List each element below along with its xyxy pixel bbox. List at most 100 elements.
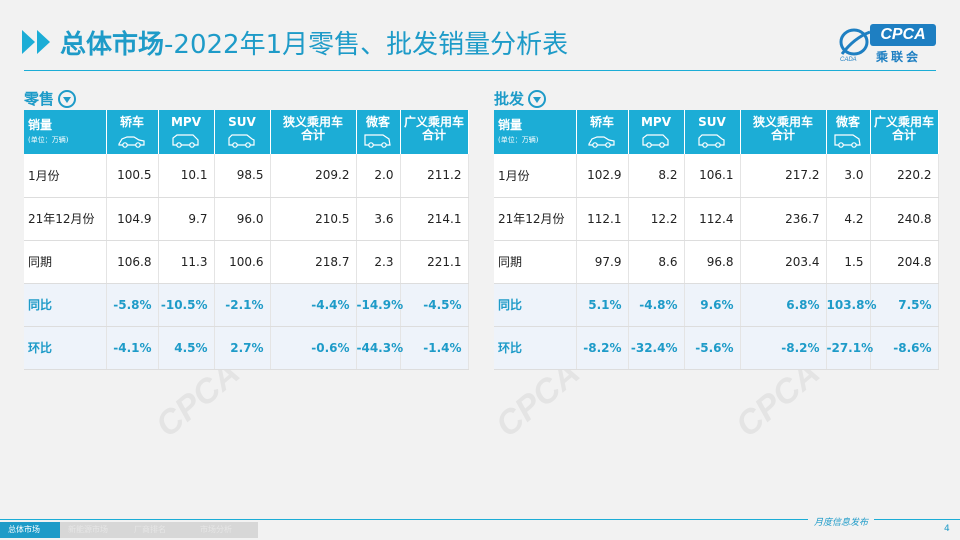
unit-label: (单位：万辆) <box>498 136 539 144</box>
table-cell: -10.5% <box>158 283 215 327</box>
sedan-icon <box>118 136 145 148</box>
header-label: MPV <box>640 115 672 129</box>
row-label: 环比 <box>494 326 577 370</box>
table-cell: 240.8 <box>870 197 939 241</box>
table-cell: -8.2% <box>576 326 629 370</box>
header-label: 广义乘用车 <box>873 115 934 129</box>
table-cell: 210.5 <box>270 197 357 241</box>
table-cell: -32.4% <box>628 326 685 370</box>
row-label: 环比 <box>24 326 107 370</box>
table-row: 环比 -8.2% -32.4% -5.6% -8.2% -27.1% -8.6% <box>494 326 939 370</box>
table-cell: 220.2 <box>870 154 939 198</box>
table-cell: 106.8 <box>106 240 159 284</box>
table-cell: 106.1 <box>684 154 741 198</box>
table-cell: 1.5 <box>826 240 871 284</box>
header-label: 狭义乘用车 <box>282 115 343 129</box>
cpca-logo: CADA CPCA 乘联会 <box>836 22 938 64</box>
table-cell: 11.3 <box>158 240 215 284</box>
row-label: 21年12月份 <box>24 197 107 241</box>
header-cell: 狭义乘用车 合计 <box>270 110 357 154</box>
header-cell-volume: 销量 (单位：万辆) <box>494 110 577 154</box>
footer-tabs: 总体市场 新能源市场 厂商排名 市场分析 <box>0 522 258 538</box>
table-cell: -8.2% <box>740 326 827 370</box>
table-cell: 98.5 <box>214 154 271 198</box>
row-label: 同比 <box>494 283 577 327</box>
tab-overall-market[interactable]: 总体市场 <box>0 522 60 538</box>
table-row: 同期 106.8 11.3 100.6 218.7 2.3 221.1 <box>24 240 469 284</box>
header-cell: 广义乘用车 合计 <box>400 110 469 154</box>
header-label: 合计 <box>770 128 795 142</box>
table-cell: 112.4 <box>684 197 741 241</box>
header-label: SUV <box>698 115 726 129</box>
header-divider <box>24 70 936 71</box>
header-label: 合计 <box>300 128 325 142</box>
svg-text:CADA: CADA <box>840 57 857 62</box>
header-label: 合计 <box>421 128 446 142</box>
table-cell: 9.6% <box>684 283 741 327</box>
table-cell: -4.8% <box>628 283 685 327</box>
page-header: 总体市场 -2022年1月零售、批发销量分析表 <box>22 22 568 62</box>
table-cell: 209.2 <box>270 154 357 198</box>
table-cell: 112.1 <box>576 197 629 241</box>
minivan-icon <box>364 134 391 148</box>
header-cell-volume: 销量 (单位：万辆) <box>24 110 107 154</box>
table-cell: 96.8 <box>684 240 741 284</box>
suv-icon <box>228 134 255 148</box>
table-cell: -44.3% <box>356 326 403 370</box>
logo-cn-text: 乘联会 <box>876 50 922 64</box>
retail-table: 销量 (单位：万辆) 轿车 MPV SUV 狭义乘用车 合计 微客 广义乘用车 合计 1月份 100.… <box>24 110 469 370</box>
table-cell: -5.8% <box>106 283 159 327</box>
row-label: 1月份 <box>494 154 577 198</box>
header-cell: 广义乘用车 合计 <box>870 110 939 154</box>
row-label: 同期 <box>24 240 107 284</box>
suv-icon <box>698 134 725 148</box>
table-cell: 221.1 <box>400 240 469 284</box>
header-label: SUV <box>228 115 256 129</box>
header-label: MPV <box>170 115 202 129</box>
logo-text: CPCA <box>870 24 936 46</box>
table-cell: 12.2 <box>628 197 685 241</box>
header-label: 销量 <box>28 118 53 132</box>
table-row: 环比 -4.1% 4.5% 2.7% -0.6% -44.3% -1.4% <box>24 326 469 370</box>
table-cell: 102.9 <box>576 154 629 198</box>
mpv-icon <box>642 134 669 148</box>
table-cell: 3.0 <box>826 154 871 198</box>
table-cell: 217.2 <box>740 154 827 198</box>
chevron-right-icon <box>22 30 52 54</box>
table-cell: 2.7% <box>214 326 271 370</box>
table-header-row: 销量 (单位：万辆) 轿车 MPV SUV 狭义乘用车 合计 微客 广义乘用车 合计 <box>494 110 939 154</box>
tab-maker-ranking[interactable]: 厂商排名 <box>126 522 192 538</box>
header-label: 狭义乘用车 <box>752 115 813 129</box>
table-cell: 9.7 <box>158 197 215 241</box>
retail-section-label: 零售 <box>24 88 77 109</box>
row-label: 1月份 <box>24 154 107 198</box>
table-cell: 6.8% <box>740 283 827 327</box>
table-row: 1月份 100.5 10.1 98.5 209.2 2.0 211.2 <box>24 154 469 198</box>
table-cell: -4.1% <box>106 326 159 370</box>
table-cell: 211.2 <box>400 154 469 198</box>
table-row: 同期 97.9 8.6 96.8 203.4 1.5 204.8 <box>494 240 939 284</box>
table-cell: 3.6 <box>356 197 401 241</box>
header-label: 销量 <box>498 118 523 132</box>
tab-nev-market[interactable]: 新能源市场 <box>60 522 126 538</box>
header-cell: SUV <box>214 110 271 154</box>
arrow-down-icon <box>528 89 547 108</box>
tab-market-analysis[interactable]: 市场分析 <box>192 522 258 538</box>
header-cell: 微客 <box>826 110 871 154</box>
table-cell: -2.1% <box>214 283 271 327</box>
table-cell: 2.0 <box>356 154 401 198</box>
table-row: 同比 5.1% -4.8% 9.6% 6.8% 103.8% 7.5% <box>494 283 939 327</box>
header-cell: 轿车 <box>106 110 159 154</box>
header-label: 轿车 <box>119 115 144 129</box>
table-cell: 97.9 <box>576 240 629 284</box>
table-row: 21年12月份 104.9 9.7 96.0 210.5 3.6 214.1 <box>24 197 469 241</box>
table-cell: 218.7 <box>270 240 357 284</box>
sedan-icon <box>588 136 615 148</box>
table-cell: 7.5% <box>870 283 939 327</box>
table-cell: -0.6% <box>270 326 357 370</box>
header-label: 合计 <box>891 128 916 142</box>
header-label: 广义乘用车 <box>403 115 464 129</box>
table-cell: -4.4% <box>270 283 357 327</box>
table-cell: -1.4% <box>400 326 469 370</box>
